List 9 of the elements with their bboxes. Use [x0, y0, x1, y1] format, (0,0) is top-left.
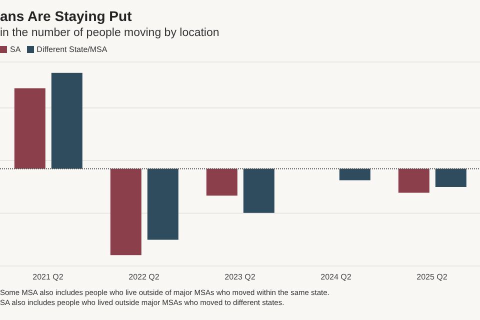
legend-label: Different State/MSA — [36, 45, 108, 54]
x-tick-label: 2023 Q2 — [224, 272, 256, 282]
chart-subtitle: in the number of people moving by location — [0, 27, 220, 39]
x-tick-label: 2025 Q2 — [416, 272, 448, 282]
x-tick-label: 2022 Q2 — [128, 272, 160, 282]
legend-label: SA — [9, 45, 21, 54]
x-tick-label: 2024 Q2 — [320, 272, 352, 282]
x-tick-label: 2021 Q2 — [32, 272, 64, 282]
chart-title: ans Are Staying Put — [0, 8, 133, 24]
